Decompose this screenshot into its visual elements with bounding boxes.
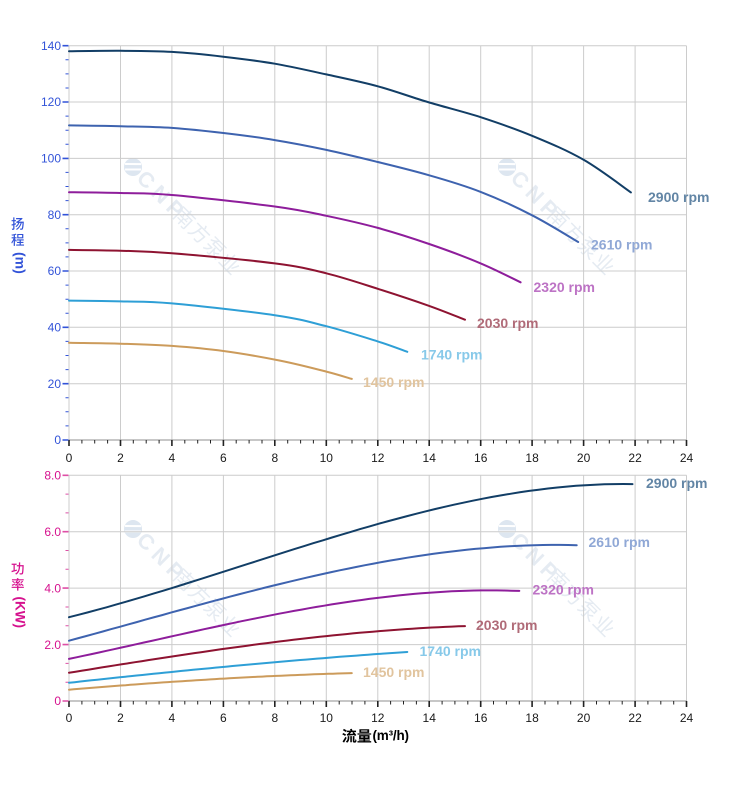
svg-text:40: 40 bbox=[48, 321, 62, 335]
svg-text:20: 20 bbox=[577, 711, 591, 725]
svg-text:2030 rpm: 2030 rpm bbox=[476, 617, 537, 633]
svg-text:8: 8 bbox=[271, 451, 278, 465]
svg-text:22: 22 bbox=[628, 451, 642, 465]
svg-text:0: 0 bbox=[54, 694, 61, 708]
svg-text:4: 4 bbox=[169, 451, 176, 465]
svg-text:2900 rpm: 2900 rpm bbox=[648, 189, 709, 205]
svg-text:(m): (m) bbox=[13, 252, 29, 274]
svg-text:20: 20 bbox=[48, 377, 62, 391]
svg-text:2610 rpm: 2610 rpm bbox=[591, 237, 652, 253]
svg-text:6: 6 bbox=[220, 711, 227, 725]
svg-text:2030 rpm: 2030 rpm bbox=[477, 315, 538, 331]
svg-text:14: 14 bbox=[423, 711, 437, 725]
svg-text:2.0: 2.0 bbox=[44, 638, 61, 652]
svg-text:16: 16 bbox=[474, 451, 488, 465]
svg-text:60: 60 bbox=[48, 264, 62, 278]
svg-text:12: 12 bbox=[371, 711, 385, 725]
svg-text:1450 rpm: 1450 rpm bbox=[363, 374, 424, 390]
svg-text:0: 0 bbox=[66, 711, 73, 725]
svg-text:2: 2 bbox=[117, 711, 124, 725]
svg-text:8.0: 8.0 bbox=[44, 469, 61, 483]
svg-text:2320 rpm: 2320 rpm bbox=[534, 279, 595, 295]
svg-text:4.0: 4.0 bbox=[44, 581, 61, 595]
svg-text:2610 rpm: 2610 rpm bbox=[589, 534, 650, 550]
svg-text:100: 100 bbox=[41, 152, 61, 166]
svg-text:16: 16 bbox=[474, 711, 488, 725]
svg-text:20: 20 bbox=[577, 451, 591, 465]
svg-text:80: 80 bbox=[48, 208, 62, 222]
svg-text:120: 120 bbox=[41, 95, 61, 109]
svg-text:18: 18 bbox=[525, 711, 539, 725]
svg-text:24: 24 bbox=[680, 451, 694, 465]
svg-text:10: 10 bbox=[320, 711, 334, 725]
svg-text:2320 rpm: 2320 rpm bbox=[533, 582, 594, 598]
svg-text:14: 14 bbox=[423, 451, 437, 465]
svg-text:12: 12 bbox=[371, 451, 385, 465]
svg-text:4: 4 bbox=[169, 711, 176, 725]
svg-text:6.0: 6.0 bbox=[44, 525, 61, 539]
svg-text:0: 0 bbox=[66, 451, 73, 465]
svg-text:1740 rpm: 1740 rpm bbox=[420, 643, 481, 659]
svg-text:6: 6 bbox=[220, 451, 227, 465]
svg-text:0: 0 bbox=[54, 433, 61, 447]
svg-text:(m³/h): (m³/h) bbox=[373, 728, 409, 743]
svg-text:24: 24 bbox=[680, 711, 694, 725]
svg-text:10: 10 bbox=[320, 451, 334, 465]
svg-text:18: 18 bbox=[525, 451, 539, 465]
svg-text:140: 140 bbox=[41, 39, 61, 53]
svg-text:2900 rpm: 2900 rpm bbox=[646, 475, 707, 491]
svg-text:1450 rpm: 1450 rpm bbox=[363, 664, 424, 680]
svg-text:22: 22 bbox=[628, 711, 642, 725]
svg-text:1740 rpm: 1740 rpm bbox=[421, 347, 482, 363]
svg-text:8: 8 bbox=[271, 711, 278, 725]
svg-text:2: 2 bbox=[117, 451, 124, 465]
svg-text:(KW): (KW) bbox=[13, 597, 28, 628]
